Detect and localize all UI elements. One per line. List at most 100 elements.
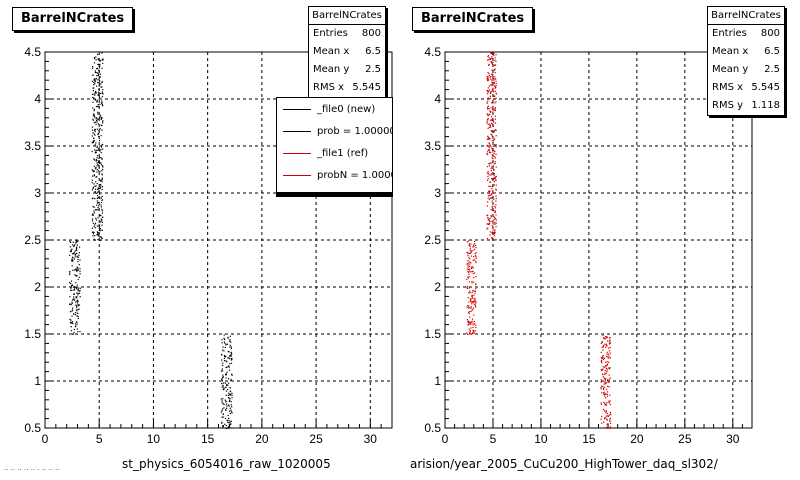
scatter-point [226,361,228,363]
scatter-point [92,205,94,208]
scatter-point [468,328,470,330]
scatter-point [230,411,233,413]
scatter-point [609,343,611,345]
scatter-point [100,124,102,126]
scatter-point [76,287,78,289]
scatter-point [229,344,231,346]
scatter-point [73,286,75,288]
scatter-point [472,307,475,309]
scatter-point [98,147,100,149]
scatter-point [98,193,101,195]
left-x-axis-label: st_physics_6054016_raw_1020005 [122,457,331,471]
scatter-point [469,245,471,247]
scatter-point [102,120,104,122]
scatter-point [78,290,80,292]
scatter-point [492,52,494,54]
scatter-point [493,131,495,133]
scatter-point [101,181,103,183]
scatter-point [97,94,99,96]
scatter-point [102,143,104,145]
scatter-point [493,232,495,234]
scatter-point [471,271,473,273]
y-tick-label: 4 [34,92,41,106]
scatter-point [488,148,490,151]
scatter-point [224,417,227,420]
scatter-point [94,149,96,151]
scatter-point [606,361,608,363]
scatter-point [100,118,102,120]
scatter-point [487,93,489,95]
scatter-point [491,73,493,75]
scatter-point [96,85,98,87]
scatter-point [69,246,71,248]
scatter-point [494,211,496,213]
scatter-point [494,232,496,235]
scatter-point [223,341,225,343]
scatter-point [488,63,490,66]
scatter-point [495,184,497,186]
scatter-point [102,58,104,60]
scatter-point [222,413,224,415]
scatter-point [466,306,468,308]
scatter-point [468,271,470,273]
scatter-point [75,296,77,298]
scatter-point [76,321,78,323]
right-stats-row: Mean x 6.5 [712,46,780,57]
scatter-point [606,402,608,404]
scatter-point [91,218,94,220]
scatter-point [77,256,80,258]
scatter-point [97,105,99,107]
scatter-point [96,101,98,103]
scatter-point [75,301,77,303]
scatter-point [93,158,95,160]
scatter-point [467,266,469,268]
scatter-point [469,290,471,292]
scatter-point [97,53,99,55]
scatter-point [98,117,101,119]
scatter-point [226,419,228,421]
scatter-point [220,370,223,372]
scatter-point [98,166,100,168]
scatter-point [99,214,101,216]
scatter-point [98,106,100,108]
scatter-point [220,398,222,400]
scatter-point [92,107,94,109]
scatter-point [95,209,98,211]
scatter-point [71,265,73,267]
scatter-point [95,217,97,219]
x-tick-label: 10 [534,432,548,446]
scatter-point [495,166,497,168]
scatter-point [488,143,491,145]
scatter-point [71,260,73,262]
left-stats-row: RMS x 5.545 [313,82,381,93]
scatter-point [221,383,223,385]
scatter-point [79,246,81,248]
scatter-point [92,214,94,216]
scatter-point [471,282,473,284]
scatter-point [600,360,602,363]
scatter-point [92,118,94,120]
scatter-point [96,204,98,206]
y-tick-label: 0.5 [424,421,441,435]
scatter-point [487,90,489,92]
right-stats-row: RMS y 1.118 [712,100,780,111]
scatter-point [98,187,100,190]
scatter-point [491,102,493,104]
scatter-point [491,62,493,64]
scatter-point [487,90,489,92]
scatter-point [473,256,475,258]
scatter-point [99,84,101,86]
scatter-point [97,239,99,241]
scatter-point [490,130,492,132]
scatter-point [93,122,95,124]
scatter-point [222,382,224,384]
scatter-point [101,221,103,223]
scatter-point [75,323,77,325]
scatter-point [493,178,495,180]
scatter-point [230,348,232,350]
scatter-point [604,370,606,372]
scatter-point [492,110,494,112]
scatter-point [487,149,489,151]
scatter-point [606,345,608,347]
scatter-point [101,229,103,231]
